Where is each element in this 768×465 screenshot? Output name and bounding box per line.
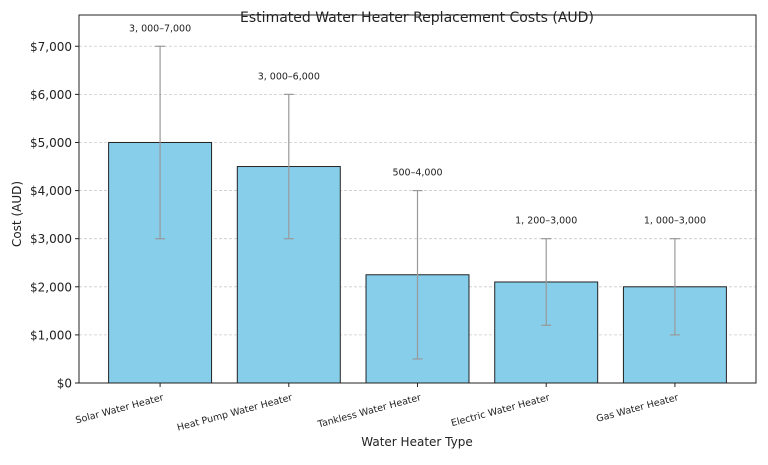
y-tick-label: $3,000 [30, 232, 72, 246]
x-tick-label: Heat Pump Water Heater [176, 392, 294, 433]
y-tick-label: $5,000 [30, 136, 72, 150]
y-tick-label: $2,000 [30, 280, 72, 294]
x-axis-label: Water Heater Type [361, 435, 472, 449]
range-label: 3, 000–6,000 [258, 71, 320, 82]
range-labels: 3, 000–7,000 3, 000–6,000 500–4,000 1, 200–… [129, 23, 706, 226]
range-label: 500–4,000 [392, 168, 442, 179]
x-tick-label: Tankless Water Heater [316, 392, 423, 430]
range-label: 3, 000–7,000 [129, 23, 191, 34]
x-axis-ticks: Solar Water Heater Heat Pump Water Heater… [74, 383, 680, 434]
x-tick-label: Electric Water Heater [450, 392, 551, 429]
y-tick-label: $7,000 [30, 40, 72, 54]
y-tick-label: $0 [57, 377, 72, 391]
range-label: 1, 200–3,000 [515, 216, 577, 227]
y-tick-label: $4,000 [30, 184, 72, 198]
y-axis-label: Cost (AUD) [10, 181, 24, 247]
y-axis-ticks: $0 $1,000 $2,000 $3,000 $4,000 $5,000 $6,000 $7… [30, 40, 79, 391]
x-tick-label: Solar Water Heater [74, 392, 164, 426]
y-tick-label: $1,000 [30, 328, 72, 342]
error-bars [155, 45, 680, 360]
plot-frame [78, 14, 757, 384]
chart-title: Estimated Water Heater Replacement Costs… [240, 10, 594, 26]
y-tick-label: $6,000 [30, 88, 72, 102]
range-label: 1, 000–3,000 [644, 216, 706, 227]
x-tick-label: Gas Water Heater [595, 392, 680, 425]
